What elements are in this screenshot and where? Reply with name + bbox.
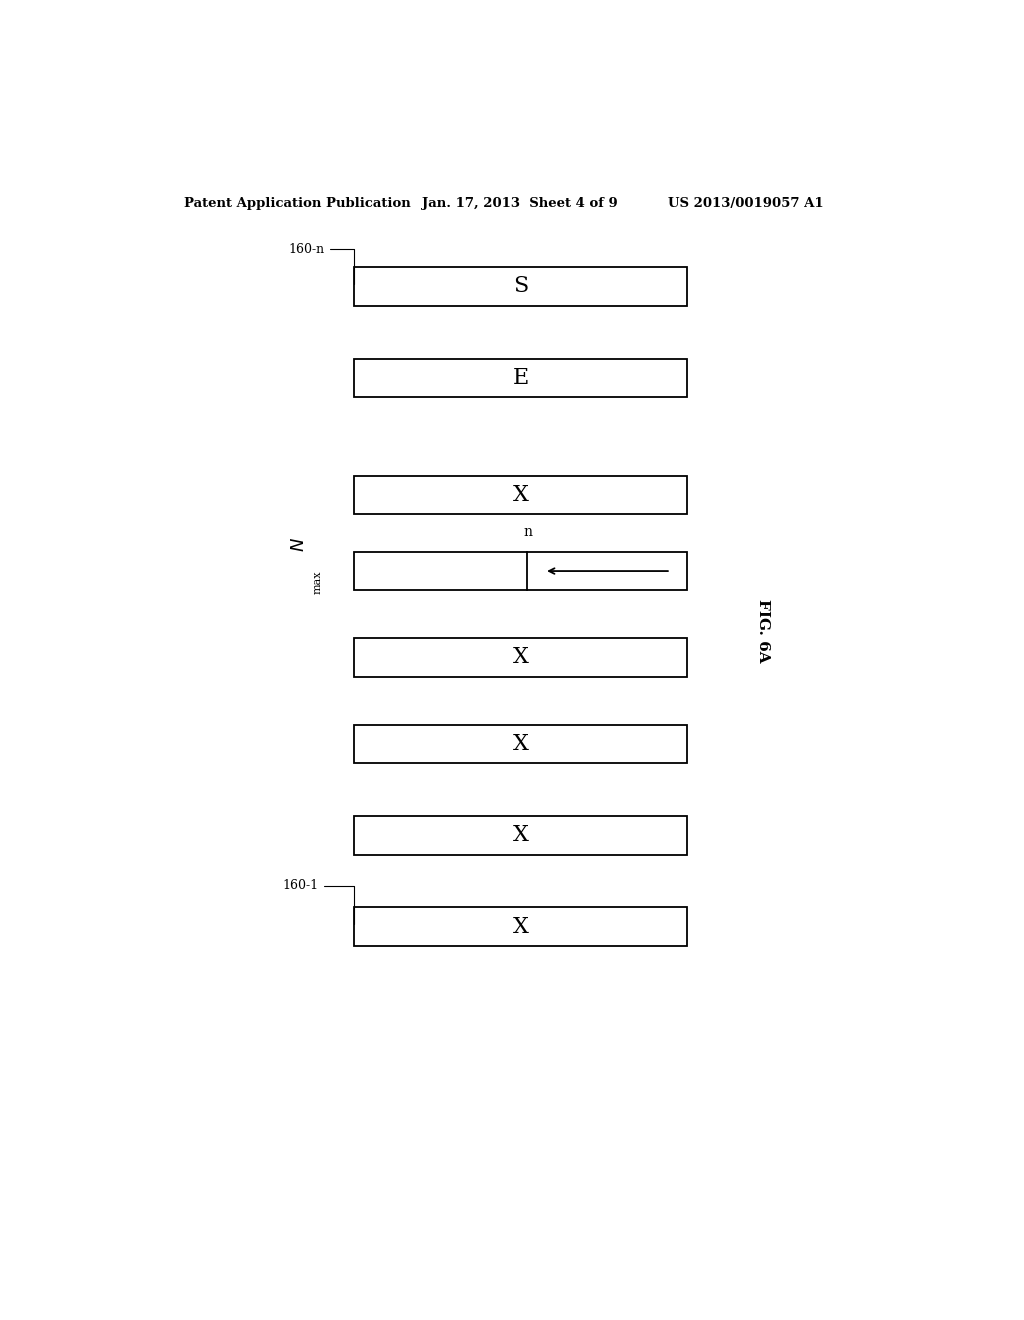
Text: FIG. 6A: FIG. 6A <box>756 599 770 663</box>
Text: US 2013/0019057 A1: US 2013/0019057 A1 <box>668 197 823 210</box>
Text: S: S <box>513 276 528 297</box>
Text: X: X <box>513 484 528 506</box>
Text: 160-n: 160-n <box>289 243 354 284</box>
Bar <box>354 552 687 590</box>
Text: X: X <box>513 647 528 668</box>
Text: n: n <box>523 525 532 539</box>
Text: 160-1: 160-1 <box>283 879 354 924</box>
Bar <box>354 907 687 946</box>
Text: X: X <box>513 916 528 937</box>
Text: $N$: $N$ <box>290 537 307 552</box>
Text: max: max <box>313 570 323 594</box>
Bar <box>354 359 687 397</box>
Bar <box>354 638 687 677</box>
Text: X: X <box>513 824 528 846</box>
Text: Jan. 17, 2013  Sheet 4 of 9: Jan. 17, 2013 Sheet 4 of 9 <box>422 197 617 210</box>
Text: Patent Application Publication: Patent Application Publication <box>183 197 411 210</box>
Text: X: X <box>513 733 528 755</box>
Bar <box>354 475 687 515</box>
Bar <box>354 816 687 854</box>
Text: E: E <box>513 367 529 389</box>
Bar <box>354 267 687 306</box>
Bar <box>354 725 687 763</box>
